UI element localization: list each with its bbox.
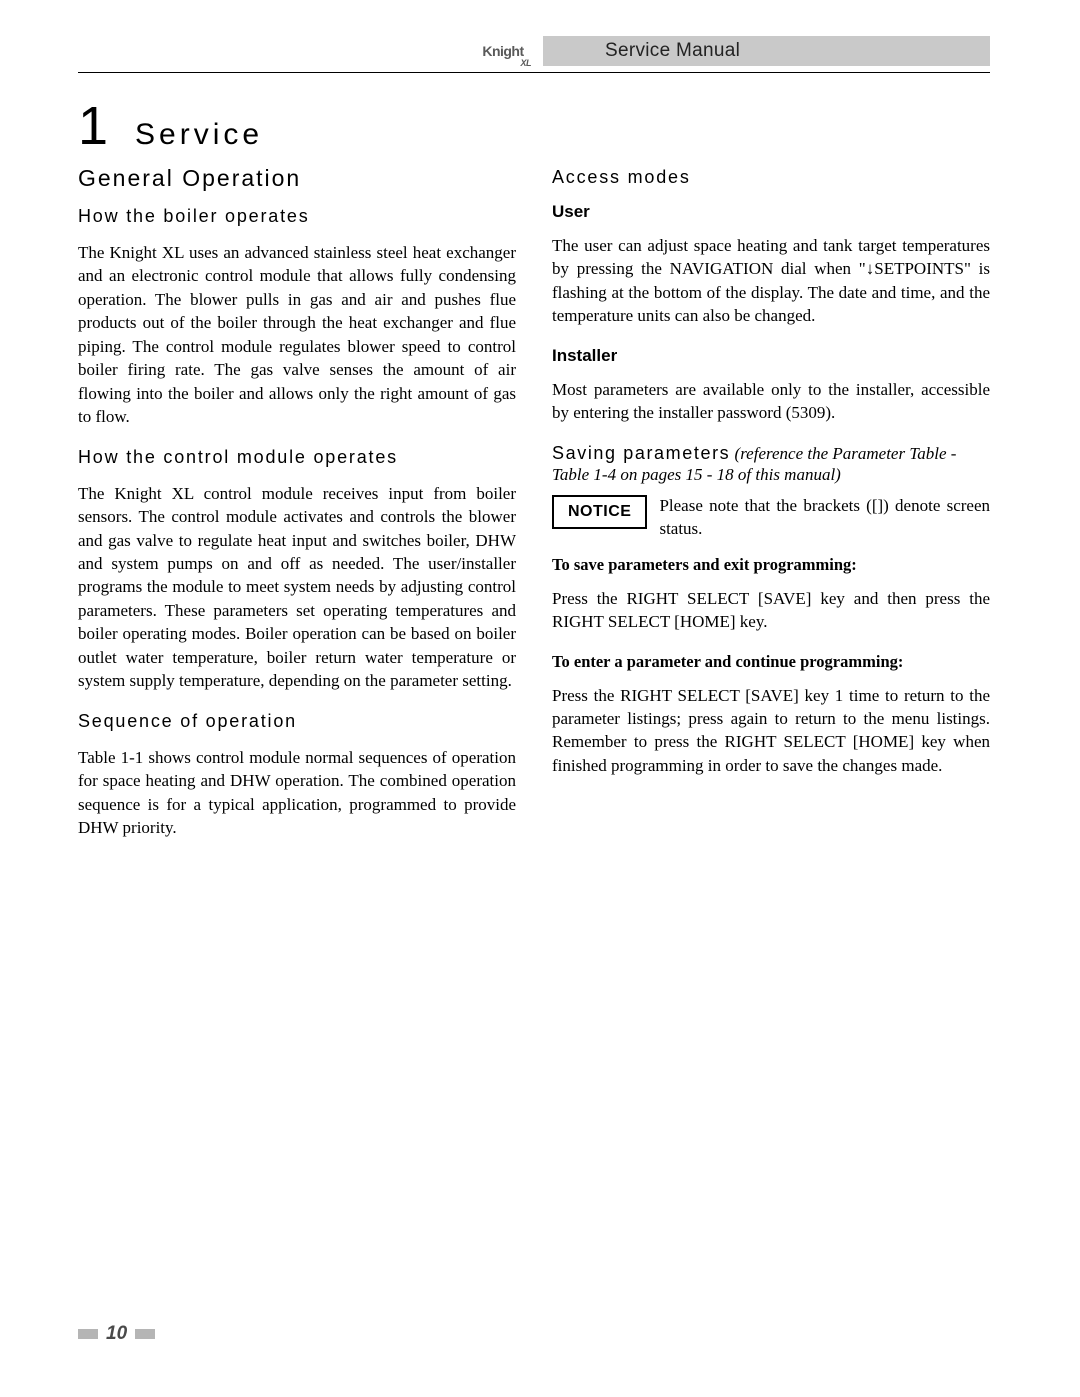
logo-text: Knight: [482, 43, 523, 59]
footer-square-right-icon: [135, 1329, 155, 1339]
subheading-sequence: Sequence of operation: [78, 711, 516, 732]
label-to-save: To save parameters and exit programming:: [552, 555, 990, 575]
notice-text: Please note that the brackets ([]) denot…: [659, 495, 990, 541]
paragraph-sequence: Table 1-1 shows control module normal se…: [78, 746, 516, 840]
content-columns: General Operation How the boiler operate…: [78, 163, 990, 858]
logo-subtext: XL: [520, 58, 531, 68]
heading-user: User: [552, 202, 990, 222]
subheading-how-boiler-operates: How the boiler operates: [78, 206, 516, 227]
header-bar: Knight XL Service Manual: [78, 36, 990, 66]
page: Knight XL Service Manual 1 Service Gener…: [0, 0, 1080, 1397]
heading-saving-parameters: Saving parameters (reference the Paramet…: [552, 443, 990, 485]
brand-logo: Knight XL: [463, 36, 543, 66]
paragraph-boiler-operates: The Knight XL uses an advanced stainless…: [78, 241, 516, 429]
left-column: General Operation How the boiler operate…: [78, 163, 516, 858]
chapter-title: Service: [135, 118, 263, 152]
heading-installer: Installer: [552, 346, 990, 366]
header-spacer: [78, 36, 463, 66]
subheading-control-module: How the control module operates: [78, 447, 516, 468]
chapter-number: 1: [78, 95, 107, 157]
right-column: Access modes User The user can adjust sp…: [552, 163, 990, 858]
footer: 10: [78, 1323, 155, 1345]
notice-box: NOTICE: [552, 495, 647, 529]
manual-title: Service Manual: [605, 40, 740, 62]
footer-square-left-icon: [78, 1329, 98, 1339]
notice-row: NOTICE Please note that the brackets ([]…: [552, 495, 990, 541]
section-heading-general-operation: General Operation: [78, 165, 516, 192]
paragraph-to-enter: Press the RIGHT SELECT [SAVE] key 1 time…: [552, 684, 990, 778]
paragraph-control-module: The Knight XL control module receives in…: [78, 482, 516, 693]
header-title-bar: Service Manual: [543, 36, 990, 66]
chapter-heading: 1 Service: [78, 95, 990, 157]
saving-heading-text: Saving parameters: [552, 443, 730, 463]
label-to-enter: To enter a parameter and continue progra…: [552, 652, 990, 672]
page-number: 10: [106, 1323, 127, 1345]
paragraph-installer: Most parameters are available only to th…: [552, 378, 990, 425]
header-divider: [78, 72, 990, 73]
paragraph-to-save: Press the RIGHT SELECT [SAVE] key and th…: [552, 587, 990, 634]
paragraph-user: The user can adjust space heating and ta…: [552, 234, 990, 328]
subheading-access-modes: Access modes: [552, 167, 990, 188]
